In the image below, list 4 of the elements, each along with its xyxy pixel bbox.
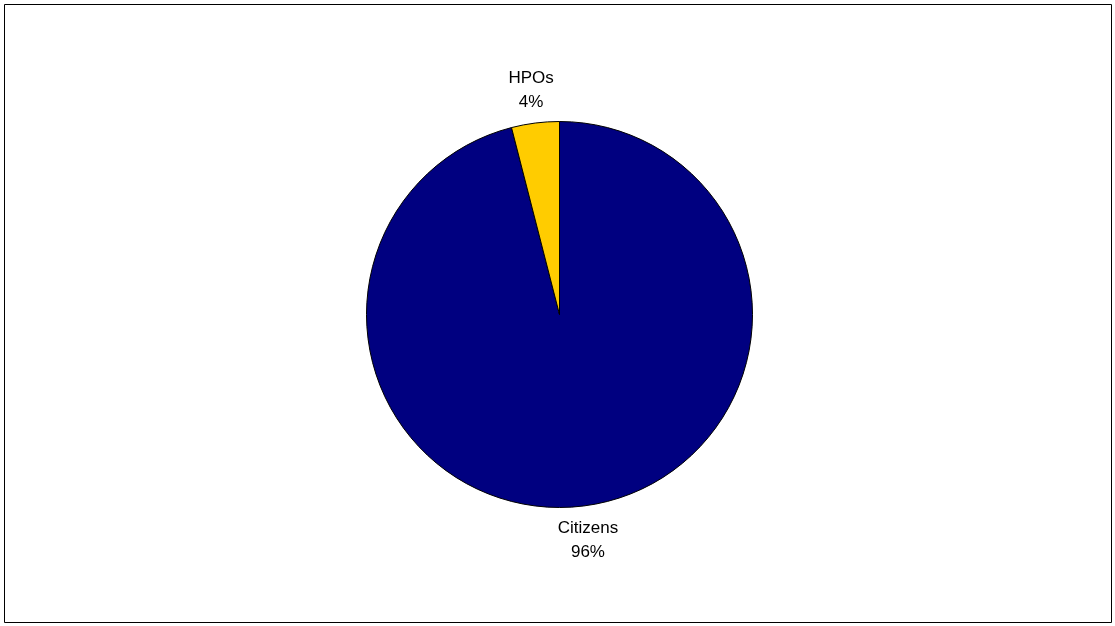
- data-label: 96%: [570, 542, 605, 562]
- slice-label: Citizens: [557, 518, 619, 538]
- slice-label: HPOs: [508, 67, 554, 87]
- data-label: 4%: [518, 91, 544, 111]
